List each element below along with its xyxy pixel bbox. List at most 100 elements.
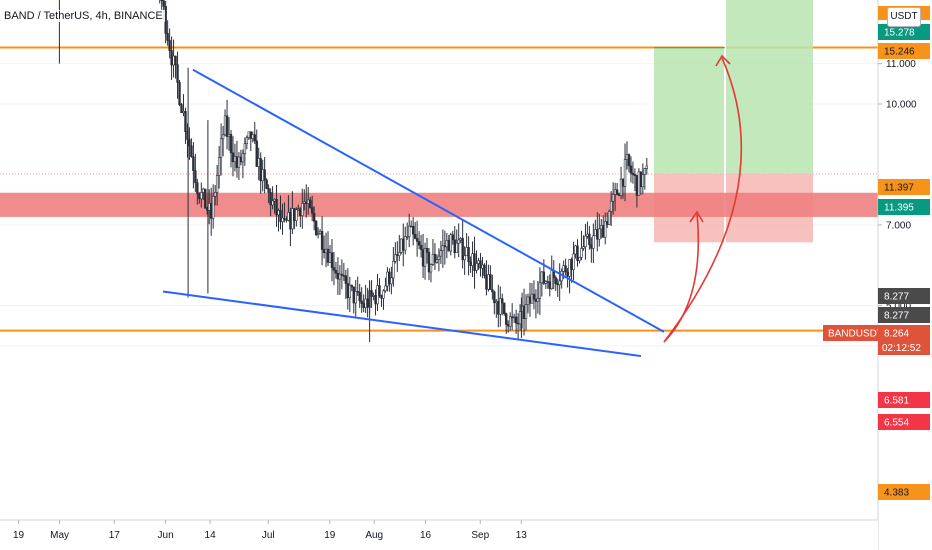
candle-body [269,192,272,206]
candle-body [407,225,411,237]
price-tag-bg [878,288,930,304]
candle-body [592,235,595,249]
candle-body [196,182,199,194]
candle-body [287,212,290,221]
candle-body [257,158,260,167]
candle-body [435,259,439,263]
price-tag-bg [878,484,930,500]
price-tags: 15.278 15.246 11.397 11.395 8.277 8.277 6.581 6… [823,6,930,500]
candle-body [192,156,195,171]
target-2-zone [725,0,813,175]
candle-body [556,283,559,286]
candle-body [217,157,221,176]
candle-body [312,212,316,222]
candle-body [479,260,482,269]
candle-body [602,225,605,238]
candle-body [374,295,377,305]
candle-body [194,170,197,183]
candle-body [568,259,571,277]
candle-body [297,208,300,211]
candle-body [215,174,219,193]
candle-body [273,199,276,202]
candle-body [582,246,585,249]
trade-zones [0,0,878,243]
candle-body [164,6,167,34]
candle-body [588,233,591,246]
candle-body [495,301,498,304]
candle-body [409,225,413,228]
time-axis[interactable]: 19 May 17 Jun 14 Jul 19 Aug 16 Sep 13 [0,519,878,550]
price-tag-bg [878,414,930,430]
candle-body [233,156,237,163]
candle-body [352,286,355,304]
candle-body [253,134,256,142]
candle-body [198,193,201,200]
candle-body [530,293,534,304]
price-tag-label: 11.395 [884,203,914,214]
candle-body [514,316,518,324]
candle-body [406,236,409,238]
candle-body [295,209,298,221]
candle-body [386,271,389,287]
candle-body [518,311,522,325]
candle-body [342,275,346,277]
candle-body [162,0,165,7]
candle-body [499,298,502,315]
candle-body [247,131,251,138]
candle-body [261,169,264,182]
candle-body [447,239,450,252]
arrow-head-1 [689,210,704,223]
x-tick-label: Sep [471,530,489,541]
candle-body [190,145,193,157]
candle-body [382,290,385,299]
candle-body [231,152,235,163]
candle-body [578,257,581,261]
x-tick-label: May [50,530,69,541]
current-price-label: 8.264 [884,329,909,340]
candle-body [336,272,340,280]
candle-body [251,134,254,139]
candle-body [449,234,452,252]
candle-body [594,229,597,237]
candle-body [176,64,179,83]
candle-body [487,274,490,290]
y-tick-label: 7.000 [886,220,911,231]
candle-body [211,196,215,219]
candle-body [364,298,367,308]
candle-body [354,291,357,304]
candle-body [283,217,286,220]
candle-body [265,179,268,189]
price-axis[interactable]: 4.0005.0007.00010.00011.00013.00014.0001… [877,0,932,550]
candle-body [400,238,403,253]
candle-body [338,273,342,280]
x-tick-label: Jun [158,530,174,541]
candle-body [455,242,458,254]
candle-body [633,174,637,176]
candle-body [469,261,472,266]
candle-body [235,156,239,168]
candle-body [308,199,312,208]
candle-body [457,239,460,244]
candle-body [481,264,484,269]
candle-body [544,281,548,284]
candle-body [433,253,437,263]
candle-body [370,290,373,297]
candle-body [249,131,252,139]
candle-body [172,55,175,66]
candle-body [239,156,243,163]
candle-body [423,248,427,267]
symbol-tag-bg [823,325,879,341]
candle-body [536,298,540,302]
price-tag-label: 6.581 [884,396,909,407]
price-tag-bg [878,199,930,215]
currency-button[interactable]: USDT [887,7,921,27]
candlestick-series [58,0,649,342]
candle-body [441,245,445,252]
candle-body [477,260,480,264]
candle-body [322,249,326,254]
candle-body [617,194,621,196]
candle-body [443,245,447,248]
candle-body [554,277,557,284]
candle-body [221,134,225,140]
